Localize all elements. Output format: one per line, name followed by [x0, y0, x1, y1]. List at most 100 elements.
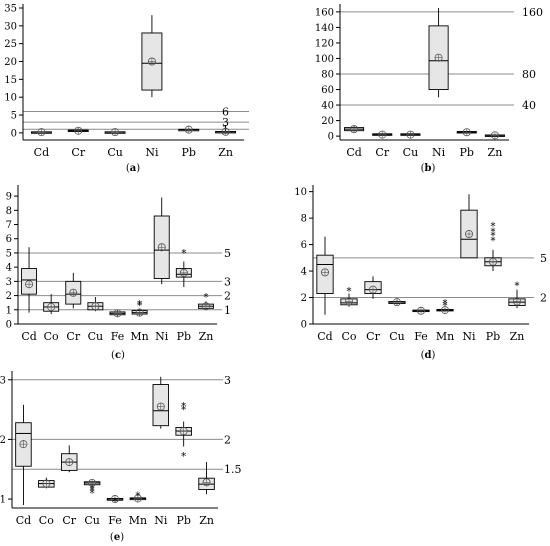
- category-label: Cd: [34, 146, 49, 159]
- category-label: Cr: [375, 146, 389, 159]
- box-cd: [21, 247, 38, 313]
- y-tick-label: 8: [6, 206, 12, 217]
- y-tick-label: 7: [6, 220, 12, 231]
- category-label: Cd: [346, 146, 361, 159]
- category-label: Zn: [510, 330, 525, 343]
- category-label: Pb: [177, 330, 191, 343]
- y-tick-label: 100: [315, 54, 334, 65]
- box-fe: [109, 309, 126, 318]
- reference-label: 160: [522, 6, 543, 19]
- category-label: Cu: [107, 146, 123, 159]
- category-label: Cu: [84, 514, 100, 527]
- box-co: [38, 477, 55, 489]
- category-label: Cu: [88, 330, 104, 343]
- y-tick-label: 0: [6, 320, 12, 331]
- y-tick-label: 20: [4, 57, 17, 68]
- outlier: *: [90, 484, 95, 495]
- category-label: Cu: [389, 330, 405, 343]
- category-label: Pb: [182, 146, 196, 159]
- category-label: Cd: [16, 514, 31, 527]
- box-pb: *: [175, 248, 192, 288]
- box-pb: [456, 128, 477, 137]
- outlier: *: [491, 227, 496, 238]
- y-tick-label: 1: [0, 495, 6, 506]
- y-tick-label: 6: [301, 240, 307, 251]
- outlier: *: [491, 222, 496, 233]
- box-cu: [400, 130, 421, 139]
- reference-label: 6: [222, 105, 229, 118]
- box-zn: *: [197, 293, 214, 311]
- y-tick-label: 1: [6, 305, 12, 316]
- category-label: Fe: [108, 514, 122, 527]
- y-tick-label: 0: [11, 128, 17, 139]
- category-label: Ni: [145, 146, 159, 159]
- category-label: Co: [39, 514, 54, 527]
- outlier: *: [515, 281, 520, 292]
- y-tick-label: 6: [6, 234, 12, 245]
- category-label: Cu: [403, 146, 419, 159]
- box-cu: ***: [83, 478, 101, 500]
- category-label: Zn: [199, 514, 214, 527]
- box-pb: ****: [484, 222, 502, 272]
- category-label: Pb: [176, 514, 190, 527]
- box-ni: [460, 194, 478, 259]
- box-pb: ***: [175, 402, 192, 463]
- category-label: Co: [341, 330, 356, 343]
- chart-b: 160 80 40 0 20 40 60 80 100 120 140 160 Cd Cr Cu Ni Pb Zn…: [315, 4, 543, 174]
- reference-label: 3: [224, 275, 231, 288]
- category-label: Cr: [66, 330, 80, 343]
- category-label: Mn: [436, 330, 454, 343]
- box-zn: [215, 127, 237, 136]
- box-cd: [30, 128, 52, 137]
- outlier: *: [181, 405, 186, 416]
- reference-label: 1.5: [224, 463, 242, 476]
- panel-caption: (a): [126, 163, 140, 174]
- category-label: Ni: [155, 330, 169, 343]
- category-label: Pb: [486, 330, 500, 343]
- reference-label: 2: [540, 292, 547, 305]
- reference-label: 80: [522, 68, 536, 81]
- y-tick-label: 0: [328, 132, 334, 143]
- y-tick-label: 8: [301, 214, 307, 225]
- y-tick-label: 9: [6, 192, 12, 203]
- y-tick-label: 80: [321, 70, 334, 81]
- box-pb: [178, 125, 200, 134]
- category-label: Cr: [366, 330, 380, 343]
- box-cu: [104, 128, 126, 137]
- y-tick-label: 25: [4, 39, 17, 50]
- outlier: *: [181, 452, 186, 463]
- box-ni: [141, 15, 163, 98]
- category-label: Pb: [460, 146, 474, 159]
- outlier: *: [203, 293, 208, 304]
- panel-caption: (b): [421, 163, 436, 174]
- category-label: Cr: [62, 514, 76, 527]
- category-label: Zn: [488, 146, 503, 159]
- box-cr: [372, 130, 393, 139]
- outlier: *: [491, 236, 496, 247]
- y-tick-label: 20: [321, 116, 334, 127]
- y-tick-label: 140: [315, 23, 334, 34]
- box-fe: [412, 306, 430, 315]
- box-co: *: [340, 286, 358, 307]
- outlier: *: [443, 298, 448, 309]
- category-label: Ni: [154, 514, 168, 527]
- y-tick-label: 2: [6, 291, 12, 302]
- y-tick-label: 120: [315, 38, 334, 49]
- box-zn: [198, 462, 215, 495]
- y-tick-label: 3: [0, 375, 6, 386]
- reference-label: 1: [224, 304, 231, 317]
- outlier: *: [181, 248, 186, 259]
- y-tick-label: 5: [11, 111, 17, 122]
- outlier: *: [137, 300, 142, 311]
- y-tick-label: 35: [4, 4, 17, 15]
- box-fe: *: [106, 495, 124, 508]
- reference-label: 3: [222, 116, 229, 129]
- y-tick-label: 15: [4, 75, 17, 86]
- box-mn: *: [129, 491, 147, 503]
- box-cd: [344, 125, 365, 134]
- y-tick-label: 160: [315, 7, 334, 18]
- y-tick-label: 2: [0, 435, 6, 446]
